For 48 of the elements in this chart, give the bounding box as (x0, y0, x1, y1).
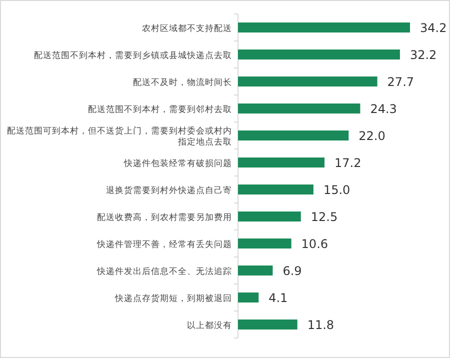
bar: 10.6 (238, 237, 328, 251)
data-label: 4.1 (268, 291, 288, 305)
y-tick-label: 配送不及时，物流时间长 (133, 77, 232, 88)
bar (238, 158, 325, 168)
bar: 17.2 (238, 156, 362, 170)
y-tick-label: 配送范围不到本村，需要到乡镇或县城快递点去取 (34, 50, 232, 61)
bar: 32.2 (238, 48, 437, 62)
bar (238, 50, 400, 60)
bar (238, 130, 349, 140)
y-tick-label: 配送收费高，到农村需要另加费用 (97, 212, 232, 223)
bar: 27.7 (238, 75, 414, 89)
data-label: 11.8 (307, 318, 334, 332)
data-label: 34.2 (420, 21, 447, 35)
data-label: 22.0 (358, 129, 386, 143)
bar: 24.3 (238, 102, 397, 116)
y-tick-label: 退换货需要到村外快递点自己寄 (106, 185, 232, 196)
bar (238, 184, 314, 194)
y-tick-label: 配送范围可到本村，但不送货上门，需要到村委会或村内指定地点去取 (7, 126, 232, 148)
bar (238, 292, 259, 302)
bar: 4.1 (238, 291, 288, 305)
bar: 34.2 (238, 21, 447, 35)
y-tick-label: 快递点存货期短，到期被退回 (114, 293, 232, 304)
bar (238, 266, 273, 276)
y-tick-label: 农村区域都不支持配送 (142, 23, 232, 34)
bar (238, 212, 301, 222)
y-tick-label: 配送范围不到本村，需要到邻村去取 (88, 104, 232, 115)
data-label: 6.9 (282, 264, 302, 278)
y-tick-label: 以上都没有 (187, 320, 232, 331)
y-tick-label: 快递件发出后信息不全、无法追踪 (96, 266, 232, 277)
bar (238, 22, 410, 32)
data-label: 24.3 (370, 102, 397, 116)
bar: 11.8 (238, 318, 334, 332)
bar: 15.0 (238, 183, 350, 197)
bar (238, 238, 292, 248)
bar (238, 76, 378, 86)
y-tick-label: 快递件管理不善，经常有丢失问题 (96, 239, 232, 250)
bar: 12.5 (238, 210, 338, 224)
data-label: 12.5 (310, 210, 338, 224)
bar: 6.9 (238, 264, 302, 278)
data-label: 27.7 (387, 75, 414, 89)
bar: 22.0 (238, 129, 386, 143)
bar (238, 104, 360, 114)
y-tick-label: 快递件包装经常有破损问题 (123, 158, 232, 169)
bar (238, 320, 298, 330)
data-label: 10.6 (301, 237, 328, 251)
data-label: 32.2 (410, 48, 437, 62)
data-label: 17.2 (334, 156, 362, 170)
data-label: 15.0 (323, 183, 350, 197)
